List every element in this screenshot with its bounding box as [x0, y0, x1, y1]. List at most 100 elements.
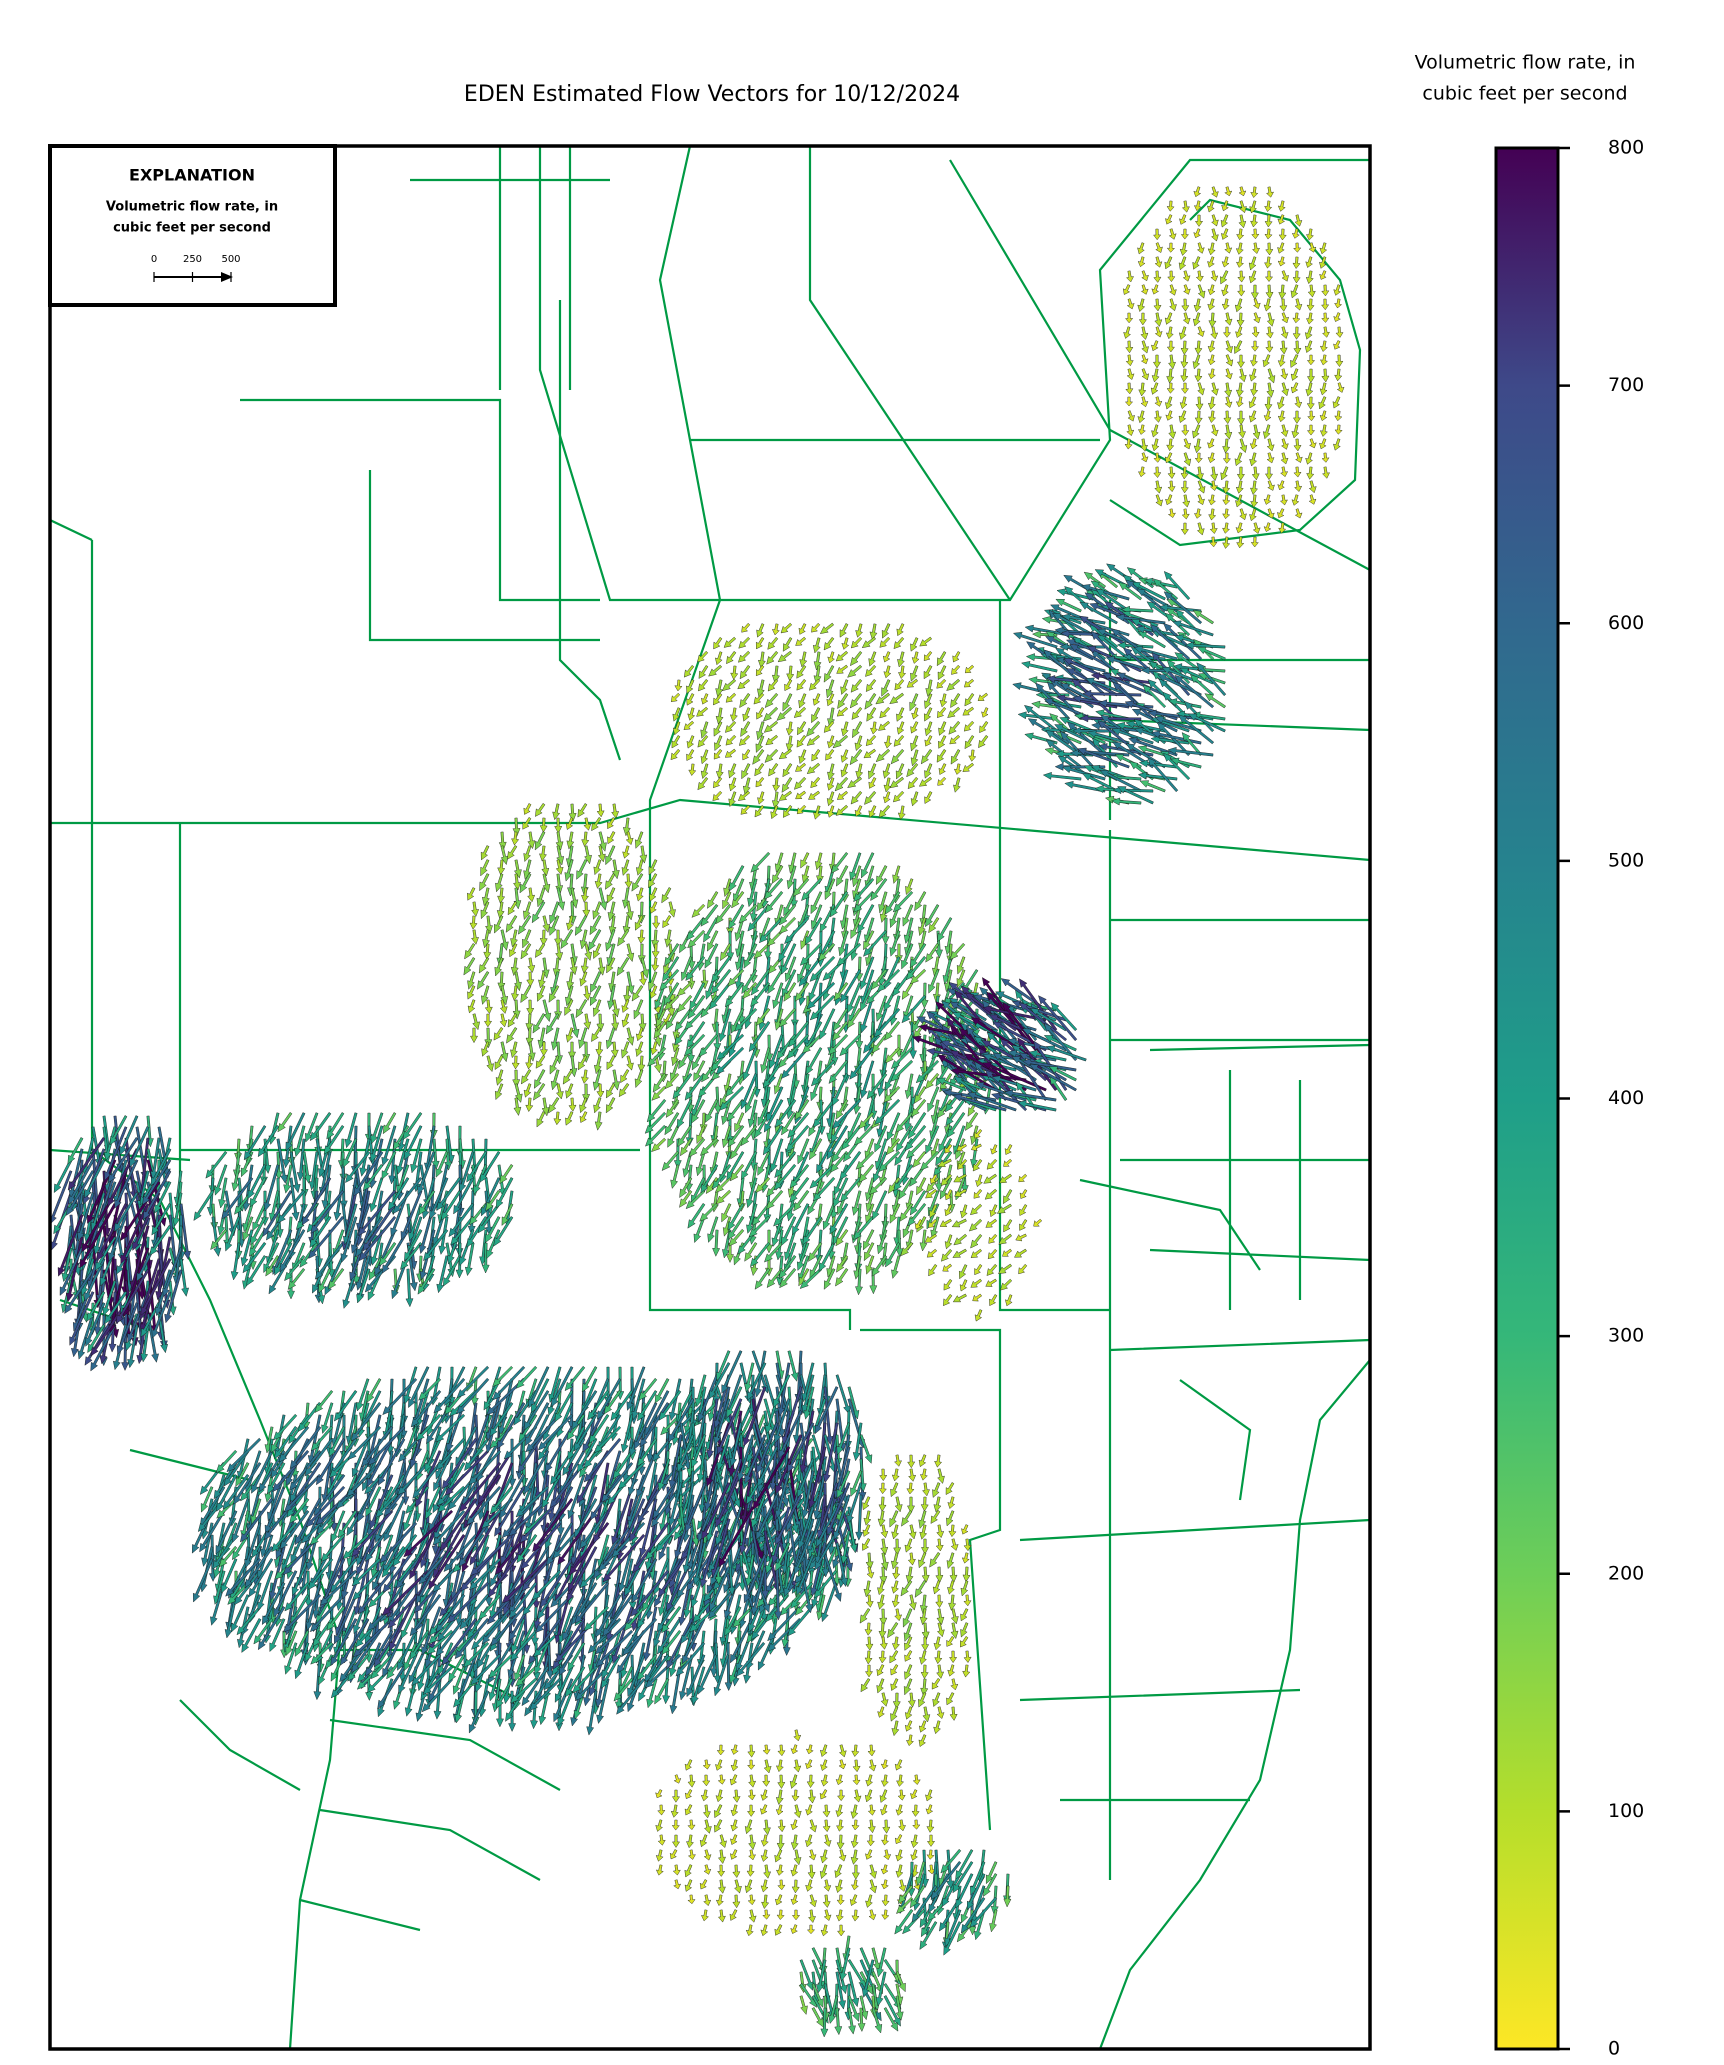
flow-arrow: [704, 943, 719, 969]
flow-arrow: [1059, 730, 1095, 769]
flow-arrow: [618, 1083, 630, 1098]
flow-arrow: [1179, 396, 1188, 410]
flow-arrow: [721, 1099, 732, 1126]
flow-arrow: [671, 1047, 680, 1067]
flow-arrow: [456, 1510, 478, 1562]
flow-arrow: [514, 1083, 523, 1103]
flow-arrow: [383, 1498, 406, 1542]
flow-arrow: [949, 942, 966, 960]
flow-arrow: [775, 1804, 784, 1816]
flow-arrow: [936, 678, 947, 689]
flow-arrow: [833, 1008, 849, 1032]
flow-arrow: [734, 1112, 745, 1133]
flow-arrow: [1087, 730, 1130, 745]
flow-arrow: [775, 1789, 784, 1805]
colorbar-gradient: [1494, 146, 1560, 2051]
flow-arrow: [1290, 354, 1299, 368]
flow-arrow: [392, 1534, 418, 1567]
flow-arrow: [456, 1377, 490, 1415]
flow-arrow: [232, 1534, 250, 1561]
flow-arrow: [880, 1774, 889, 1787]
flow-arrow: [283, 1593, 322, 1633]
flow-arrow: [897, 1789, 906, 1801]
flow-arrow: [805, 1744, 814, 1755]
flow-arrow: [688, 763, 697, 776]
flow-arrow: [732, 1894, 741, 1909]
flow-arrow: [777, 1879, 786, 1891]
flow-arrow: [747, 1894, 756, 1906]
flow-arrow: [792, 877, 810, 897]
flow-arrow: [649, 887, 658, 902]
flow-arrow: [1126, 567, 1154, 589]
flow-arrow: [1018, 1173, 1028, 1183]
flow-arrow: [301, 1509, 334, 1544]
flow-arrow: [326, 1606, 346, 1631]
flow-arrow: [840, 763, 849, 778]
flow-arrow: [1223, 410, 1232, 425]
flow-arrow: [738, 636, 751, 649]
flow-arrow: [1238, 186, 1247, 197]
flow-arrow: [1208, 368, 1216, 380]
flow-arrow: [1266, 186, 1274, 198]
flow-arrow: [1180, 480, 1189, 494]
flow-arrow: [974, 1264, 983, 1276]
flow-arrow: [897, 805, 906, 820]
flow-arrow: [855, 623, 863, 638]
flow-arrow: [806, 1774, 815, 1788]
colorbar-label: Volumetric flow rate, in: [1415, 52, 1636, 74]
flow-arrow: [936, 749, 947, 763]
flow-arrow: [703, 1894, 712, 1907]
colorbar-tick-label: 600: [1608, 612, 1644, 634]
flow-arrow: [673, 1774, 682, 1784]
flow-arrow: [882, 651, 891, 663]
flow-arrow: [838, 930, 849, 957]
flow-arrow: [904, 1720, 913, 1732]
flow-arrow: [837, 693, 849, 710]
flow-arrow: [830, 852, 849, 874]
flow-arrow: [859, 956, 875, 990]
flow-arrow: [758, 651, 766, 669]
flow-arrow: [947, 1580, 955, 1595]
flow-arrow: [670, 692, 681, 703]
flow-arrow: [953, 777, 961, 793]
flow-arrow: [1266, 382, 1275, 398]
flow-arrow: [1183, 284, 1191, 295]
flow-arrow: [120, 1181, 161, 1242]
flow-arrow: [910, 637, 919, 652]
flow-arrow: [744, 1879, 753, 1894]
flow-arrow: [354, 1617, 382, 1648]
flow-arrow: [747, 1804, 756, 1817]
flow-arrow: [753, 692, 765, 705]
flow-arrow: [409, 1414, 430, 1469]
flow-arrow: [784, 916, 810, 945]
flow-arrow: [679, 1177, 693, 1199]
flow-arrow: [1069, 644, 1118, 673]
flow-arrow: [1125, 354, 1134, 367]
flow-arrow: [801, 877, 823, 901]
flow-arrow: [808, 790, 820, 800]
flow-arrow: [542, 999, 552, 1023]
flow-arrow: [836, 1819, 845, 1832]
flow-arrow: [1196, 662, 1227, 697]
flow-arrow: [403, 1509, 454, 1558]
flow-arrow: [1222, 326, 1232, 338]
flow-arrow: [1139, 780, 1166, 793]
flow-arrow: [870, 878, 888, 901]
flow-arrow: [365, 1630, 394, 1677]
flow-arrow: [1333, 284, 1342, 296]
flow-arrow: [952, 1093, 1007, 1112]
flow-arrow: [863, 1242, 875, 1262]
flow-arrow: [1209, 522, 1218, 534]
explanation-title: EXPLANATION: [129, 166, 255, 185]
flow-arrow: [894, 1834, 903, 1844]
flow-arrow: [834, 1864, 843, 1879]
flow-arrow: [513, 1097, 522, 1116]
flow-arrow: [521, 1069, 532, 1085]
flow-arrow: [921, 1636, 930, 1652]
flow-arrow: [949, 1001, 997, 1032]
flow-arrow: [1167, 466, 1176, 479]
flow-arrow: [1125, 382, 1134, 395]
flow-arrow: [689, 982, 706, 1011]
flow-arrow: [956, 969, 966, 988]
flow-arrow: [1280, 424, 1289, 438]
